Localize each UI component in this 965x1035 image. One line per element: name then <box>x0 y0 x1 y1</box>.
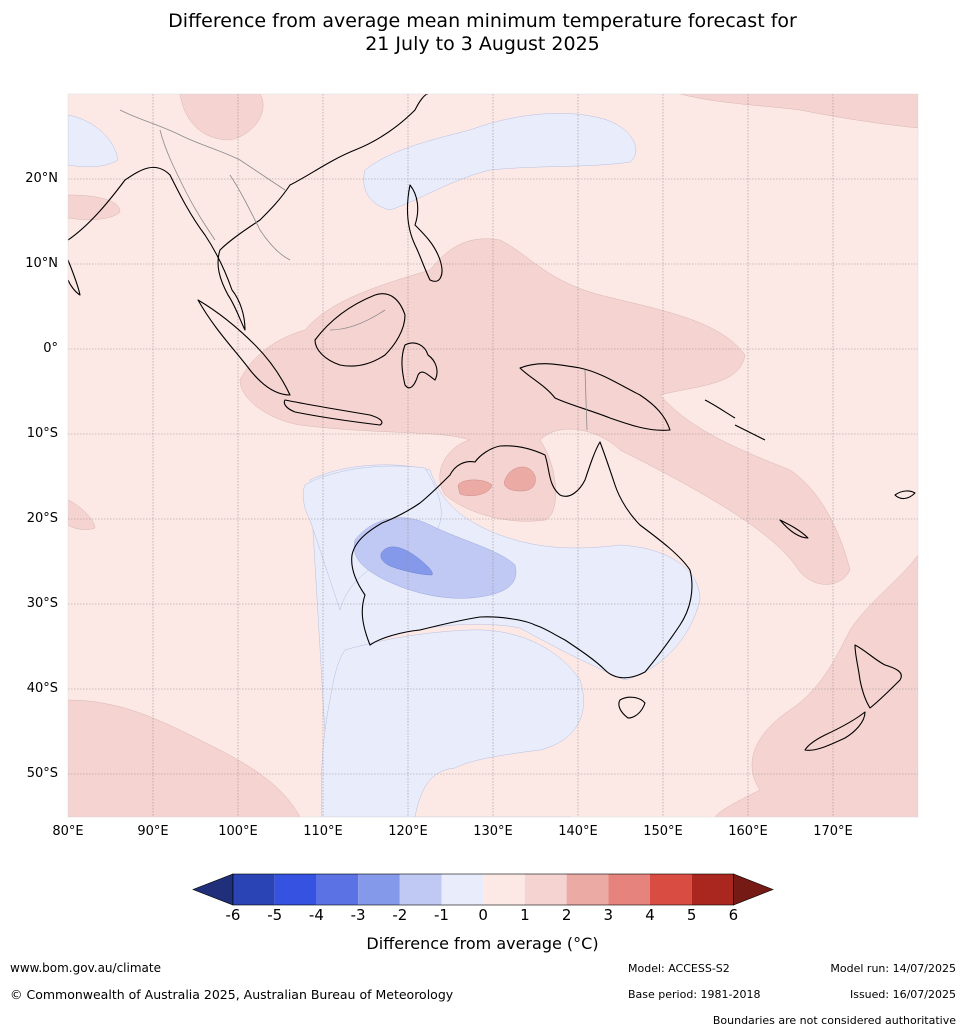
legend-swatch <box>691 874 734 905</box>
borneo-coastline <box>314 293 406 367</box>
warm-spot-kimberley <box>457 466 536 496</box>
legend-label: Difference from average (°C) <box>366 934 599 953</box>
model-name: Model: ACCESS-S2 <box>628 962 730 975</box>
website-link[interactable]: www.bom.gov.au/climate <box>10 961 161 975</box>
tasmania-coastline <box>618 696 646 719</box>
lon-label-90e: 90°E <box>137 824 169 839</box>
warm-anomaly-east <box>714 554 918 817</box>
lon-label-160e: 160°E <box>728 824 768 839</box>
legend-tick-label: -4 <box>308 906 324 924</box>
lat-label-30s: 30°S <box>26 596 58 611</box>
warm-anomaly-northeast <box>679 94 918 129</box>
legend-swatch <box>358 874 400 905</box>
legend-tick-label: -2 <box>392 906 408 924</box>
warm-anomaly-west-edge <box>68 194 121 530</box>
forecast-map <box>67 93 919 818</box>
lon-label-170e: 170°E <box>813 824 853 839</box>
base-period: Base period: 1981-2018 <box>628 988 761 1001</box>
lat-label-20s: 20°S <box>26 511 58 526</box>
lat-label-50s: 50°S <box>26 766 58 781</box>
legend-tick-label: 1 <box>520 906 530 924</box>
legend-tick-label: 5 <box>686 906 697 924</box>
warm-anomaly-indonesia <box>239 238 851 585</box>
boundary-disclaimer: Boundaries are not considered authoritat… <box>712 1014 956 1027</box>
new-zealand-coastline <box>804 644 902 751</box>
country-borders <box>119 109 588 431</box>
issued-date: Issued: 16/07/2025 <box>849 988 956 1001</box>
model-run-date: Model run: 14/07/2025 <box>830 962 956 975</box>
warm-anomaly-north <box>179 94 264 141</box>
legend-frame <box>232 873 734 906</box>
lon-label-150e: 150°E <box>643 824 683 839</box>
cool-anomaly-philippines <box>363 113 636 211</box>
sulawesi-coastline <box>401 342 438 389</box>
map-title: Difference from average mean minimum tem… <box>0 10 965 56</box>
legend-swatch <box>483 874 525 905</box>
sumatra-coastline <box>197 299 291 396</box>
lon-label-120e: 120°E <box>388 824 428 839</box>
legend-swatch <box>608 874 650 905</box>
new-guinea-coastline <box>519 363 671 431</box>
australia-coastline <box>351 441 693 679</box>
lon-label-100e: 100°E <box>218 824 258 839</box>
legend-tick-label: 2 <box>561 906 572 924</box>
legend-swatch <box>524 874 567 905</box>
legend-swatch <box>316 874 359 905</box>
lon-label-140e: 140°E <box>558 824 598 839</box>
cool-anomaly-wa-interior <box>353 517 517 599</box>
legend-swatch <box>399 874 442 905</box>
lon-label-110e: 110°E <box>303 824 343 839</box>
lat-label-40s: 40°S <box>26 681 58 696</box>
fiji-coastline <box>894 490 916 500</box>
lon-label-80e: 80°E <box>52 824 84 839</box>
lat-label-20n: 20°N <box>25 171 58 186</box>
asia-mainland-coastline <box>68 94 429 331</box>
solomon-islands-coastline <box>704 399 766 441</box>
legend-swatch <box>650 874 692 905</box>
title-line-1: Difference from average mean minimum tem… <box>168 10 797 32</box>
legend-tick-label: -6 <box>225 906 241 924</box>
title-line-2: 21 July to 3 August 2025 <box>365 33 600 55</box>
legend-tick-label: 4 <box>645 906 655 924</box>
legend-arrow-low <box>192 873 234 906</box>
legend-swatch <box>233 874 275 905</box>
legend-arrow-high <box>733 873 774 906</box>
legend-tick-label: 6 <box>728 906 739 924</box>
cool-anomaly-south <box>321 629 584 817</box>
lat-label-10n: 10°N <box>25 256 58 271</box>
copyright-text: © Commonwealth of Australia 2025, Austra… <box>10 987 454 1002</box>
legend-tick-label: 0 <box>478 906 488 924</box>
india-coastline <box>68 259 81 296</box>
cool-anomaly-northwest <box>68 114 119 168</box>
new-caledonia-coastline <box>779 519 809 539</box>
cool-anomaly-core <box>380 546 433 576</box>
java-coastline <box>283 399 383 426</box>
legend-swatch <box>441 874 484 905</box>
graticule <box>68 94 918 817</box>
lon-label-130e: 130°E <box>473 824 513 839</box>
legend-tick-label: -5 <box>267 906 283 924</box>
coastlines <box>68 94 916 751</box>
philippines-coastline <box>406 184 443 282</box>
legend-tick-label: -3 <box>350 906 366 924</box>
legend-tick-label: 3 <box>603 906 614 924</box>
legend-swatch <box>566 874 609 905</box>
legend-swatch <box>274 874 317 905</box>
lat-label-equator: 0° <box>43 341 58 356</box>
color-legend <box>192 873 774 906</box>
map-frame <box>67 93 919 818</box>
legend-tick-label: -1 <box>434 906 449 924</box>
lat-label-10s: 10°S <box>26 426 58 441</box>
warm-anomaly-southwest <box>68 699 301 817</box>
